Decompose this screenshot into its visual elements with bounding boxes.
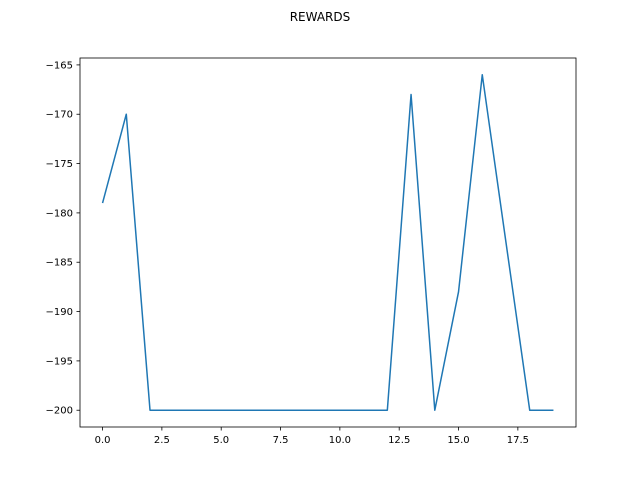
x-tick-label: 12.5 [388, 435, 410, 446]
y-tick-label: −195 [46, 356, 73, 367]
axes-frame [79, 57, 577, 428]
y-tick-label: −190 [46, 307, 73, 318]
y-tick-label: −165 [46, 60, 73, 71]
y-tick-label: −185 [46, 258, 73, 269]
x-tick-label: 7.5 [273, 435, 289, 446]
x-tick-label: 2.5 [154, 435, 170, 446]
x-tick-label: 10.0 [329, 435, 351, 446]
chart-title: REWARDS [290, 10, 351, 24]
y-tick-label: −175 [46, 159, 73, 170]
y-axis: −165 −170 −175 −180 −185 −190 −195 −200 [46, 60, 80, 417]
x-tick-label: 17.5 [507, 435, 529, 446]
plot-area [101, 74, 554, 411]
x-tick-label: 15.0 [447, 435, 469, 446]
y-tick-label: −200 [46, 406, 73, 417]
series-line [101, 74, 554, 411]
x-tick-label: 5.0 [213, 435, 229, 446]
y-tick-label: −180 [46, 208, 73, 219]
x-tick-label: 0.0 [95, 435, 111, 446]
x-axis: 0.0 2.5 5.0 7.5 10.0 12.5 15.0 17.5 [95, 427, 529, 446]
y-tick-label: −170 [46, 110, 73, 121]
